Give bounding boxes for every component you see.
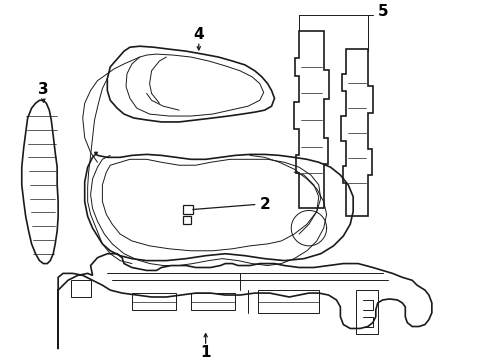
Text: 1: 1 [200, 345, 211, 360]
Text: 5: 5 [377, 4, 388, 19]
Text: 4: 4 [194, 27, 204, 42]
Text: 2: 2 [259, 197, 270, 212]
Text: 3: 3 [38, 82, 49, 97]
